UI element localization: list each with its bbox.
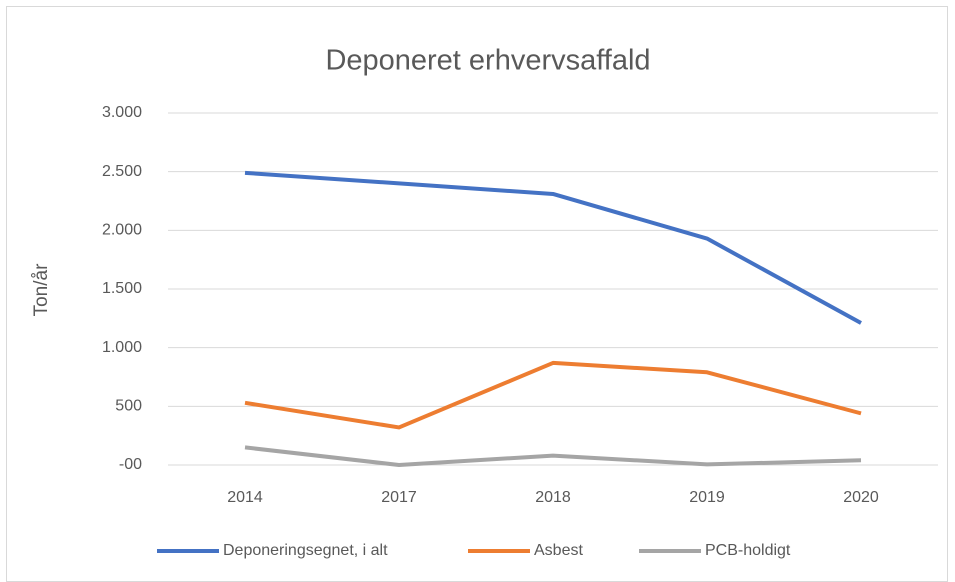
series-line — [244, 445, 862, 467]
x-tick-label: 2018 — [535, 489, 571, 506]
y-tick-label: -00 — [119, 456, 142, 473]
legend-label: PCB-holdigt — [705, 542, 791, 559]
series-line — [244, 170, 862, 325]
x-tick-label: 2019 — [689, 489, 725, 506]
y-tick-label: 1.000 — [102, 339, 142, 356]
legend-label: Deponeringsegnet, i alt — [223, 542, 388, 559]
x-tick-label: 2020 — [843, 489, 879, 506]
y-tick-label: 1.500 — [102, 280, 142, 297]
chart-title: Deponeret erhvervsaffald — [325, 45, 650, 77]
chart-frame — [6, 6, 948, 582]
y-tick-label: 3.000 — [102, 104, 142, 121]
series-line — [244, 360, 862, 430]
x-tick-label: 2017 — [381, 489, 417, 506]
x-tick-label: 2014 — [227, 489, 263, 506]
legend-label: Asbest — [534, 542, 583, 559]
y-tick-label: 2.000 — [102, 222, 142, 239]
y-tick-label: 2.500 — [102, 163, 142, 180]
y-axis-label: Ton/år — [31, 263, 52, 316]
y-tick-label: 500 — [115, 398, 142, 415]
